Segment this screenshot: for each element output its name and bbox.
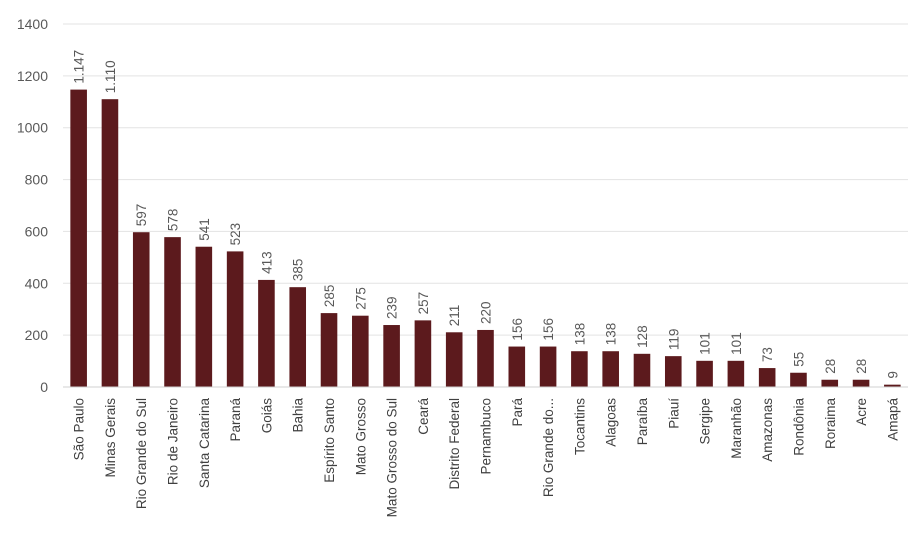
- data-label: 275: [353, 287, 368, 310]
- y-tick-label: 800: [25, 172, 49, 188]
- bar: [258, 279, 275, 387]
- category-label: Paraíba: [635, 398, 650, 446]
- bar: [383, 325, 400, 387]
- data-label: 119: [666, 329, 681, 351]
- bar: [571, 351, 588, 387]
- category-label: Minas Gerais: [103, 398, 118, 478]
- category-label: Rio Grande do...: [541, 398, 556, 497]
- data-label: 211: [447, 305, 462, 327]
- data-label: 1.147: [72, 50, 87, 84]
- bar: [414, 320, 432, 387]
- bar: [352, 315, 369, 387]
- category-label: Maranhão: [729, 398, 744, 459]
- bar: [132, 232, 150, 387]
- bar: [664, 356, 682, 387]
- bar: [727, 360, 745, 387]
- bar: [884, 384, 901, 387]
- gridlines: [63, 23, 908, 336]
- category-label: Alagoas: [604, 398, 619, 447]
- data-label: 28: [854, 359, 869, 374]
- data-label: 9: [885, 371, 900, 379]
- y-tick-label: 0: [40, 379, 48, 395]
- data-label: 156: [541, 318, 556, 341]
- data-label: 28: [823, 359, 838, 374]
- bar: [195, 246, 213, 387]
- data-label: 385: [291, 259, 306, 282]
- y-tick-label: 400: [25, 275, 49, 291]
- y-tick-label: 1000: [17, 120, 48, 136]
- category-label: Goiás: [259, 398, 274, 434]
- bar: [696, 360, 713, 387]
- category-label: Bahia: [291, 398, 306, 433]
- bars: [70, 89, 901, 387]
- data-label: 101: [698, 332, 713, 355]
- category-label: Mato Grosso: [353, 398, 368, 475]
- bar: [320, 313, 338, 387]
- bar: [539, 346, 557, 387]
- category-label: Acre: [854, 398, 869, 426]
- bar: [164, 237, 181, 387]
- bar: [226, 251, 244, 387]
- bar: [101, 99, 119, 387]
- category-label: Santa Catarina: [197, 398, 212, 489]
- data-label: 257: [416, 292, 431, 315]
- bar: [445, 332, 463, 387]
- category-label: Mato Grosso do Sul: [385, 398, 400, 517]
- data-label: 101: [729, 332, 744, 355]
- data-label: 578: [166, 209, 181, 232]
- data-labels: 1.147 1.110 597 578 541 523 413 385 285 275 239 257…: [72, 50, 901, 379]
- category-label: Piauí: [666, 398, 681, 429]
- data-label: 128: [635, 325, 650, 348]
- category-label: Ceará: [416, 398, 431, 435]
- data-label: 523: [228, 223, 243, 246]
- data-label: 239: [385, 296, 400, 319]
- category-label: Pará: [510, 398, 525, 427]
- y-tick-label: 200: [25, 327, 49, 343]
- bar: [508, 346, 526, 387]
- data-label: 413: [259, 251, 274, 274]
- y-axis-tick-labels: 0 200 400 600 800 1000 1200 1400: [17, 16, 48, 395]
- data-label: 541: [197, 218, 212, 241]
- category-label: São Paulo: [72, 398, 87, 460]
- category-label: Rondônia: [791, 398, 806, 456]
- data-label: 285: [322, 285, 337, 308]
- y-tick-label: 600: [25, 223, 49, 239]
- data-label: 156: [510, 318, 525, 341]
- y-tick-label: 1200: [17, 68, 48, 84]
- category-label: Sergipe: [698, 398, 713, 445]
- data-label: 1.110: [103, 60, 118, 93]
- data-label: 55: [791, 352, 806, 367]
- bar: [852, 379, 870, 387]
- y-tick-label: 1400: [17, 16, 48, 32]
- category-label: Rio de Janeiro: [166, 398, 181, 485]
- bar: [758, 368, 776, 387]
- category-label: Rio Grande do Sul: [134, 398, 149, 509]
- category-label: Tocantins: [572, 398, 587, 455]
- bar: [70, 89, 87, 387]
- category-label: Amapá: [885, 398, 900, 441]
- bar: [477, 329, 494, 387]
- data-label: 220: [479, 301, 494, 324]
- category-label: Roraima: [823, 398, 838, 450]
- category-label: Paraná: [228, 398, 243, 442]
- category-label: Amazonas: [760, 398, 775, 462]
- category-label: Distrito Federal: [447, 398, 462, 490]
- data-label: 73: [760, 347, 775, 362]
- category-label: Espírito Santo: [322, 398, 337, 483]
- data-label: 138: [604, 323, 619, 346]
- category-label: Pernambuco: [479, 398, 494, 475]
- data-label: 138: [572, 323, 587, 346]
- bar: [790, 372, 807, 387]
- data-label: 597: [134, 204, 149, 227]
- bar: [602, 351, 619, 387]
- bar: [289, 287, 307, 387]
- bar: [633, 353, 651, 387]
- bar: [821, 379, 839, 387]
- category-labels: São Paulo Minas Gerais Rio Grande do Sul Ri…: [72, 398, 901, 518]
